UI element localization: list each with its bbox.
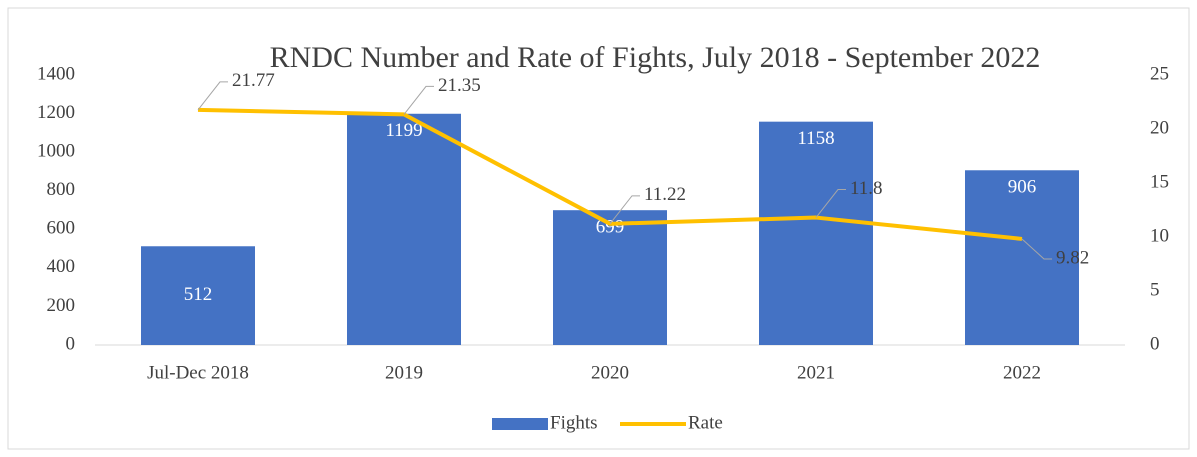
y-tick-label: 1000 (37, 141, 75, 162)
y-tick-label: 600 (47, 218, 76, 239)
bar (347, 113, 461, 345)
bar (965, 170, 1079, 345)
y2-tick-label: 25 (1150, 63, 1169, 84)
bar-value-label: 1158 (797, 128, 834, 149)
bar-value-label: 906 (1008, 177, 1037, 198)
y2-tick-label: 0 (1150, 333, 1160, 354)
leader-line (815, 189, 846, 218)
legend-label: Rate (688, 412, 723, 433)
y2-tick-label: 10 (1150, 225, 1169, 246)
leader-line (403, 85, 434, 115)
chart-title: RNDC Number and Rate of Fights, July 201… (270, 41, 1041, 74)
leader-line (609, 195, 640, 225)
line-value-label: 9.82 (1056, 247, 1089, 268)
y-tick-label: 400 (47, 256, 76, 277)
bar (553, 210, 667, 345)
bar-value-label: 1199 (385, 120, 422, 141)
bar (759, 121, 873, 346)
y-tick-label: 800 (47, 179, 76, 200)
y2-tick-label: 15 (1150, 171, 1169, 192)
x-tick-label: 2021 (797, 362, 835, 383)
y-tick-label: 1200 (37, 102, 75, 123)
y-tick-label: 0 (66, 333, 76, 354)
legend-label: Fights (550, 412, 598, 433)
legend-swatch (492, 418, 548, 430)
line-value-label: 21.35 (438, 75, 481, 96)
line-value-label: 21.77 (232, 70, 275, 91)
leader-line (1021, 238, 1052, 260)
bar-value-label: 512 (184, 284, 213, 305)
bar (141, 246, 255, 345)
y-tick-label: 1400 (37, 63, 75, 84)
y-tick-label: 200 (47, 295, 76, 316)
x-tick-label: 2022 (1003, 362, 1041, 383)
line-value-label: 11.8 (850, 178, 883, 199)
line-value-label: 11.22 (644, 184, 686, 205)
x-tick-label: Jul-Dec 2018 (147, 362, 249, 383)
y2-tick-label: 5 (1150, 279, 1160, 300)
x-tick-label: 2020 (591, 362, 629, 383)
leader-line (197, 81, 228, 111)
x-tick-label: 2019 (385, 362, 423, 383)
y2-tick-label: 20 (1150, 117, 1169, 138)
